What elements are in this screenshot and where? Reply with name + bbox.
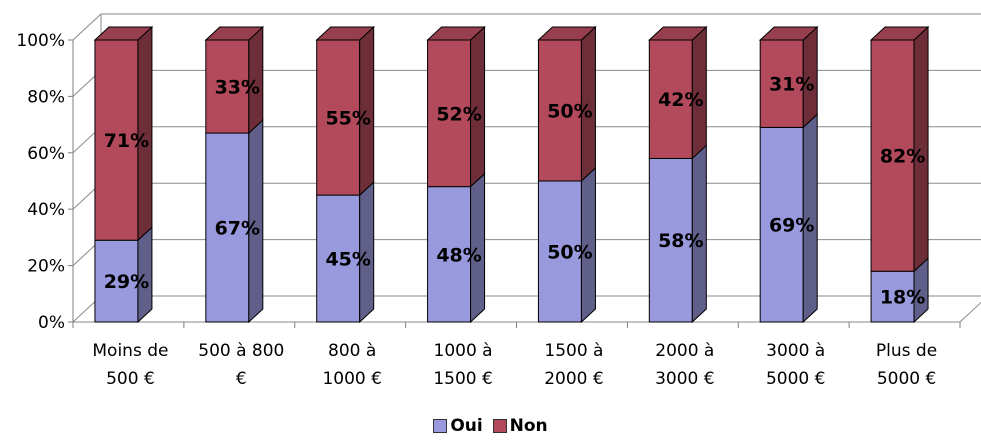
x-tick-label: 1000 € [322, 369, 381, 389]
legend-item-non: Non [492, 416, 548, 436]
legend-item-oui: Oui [433, 416, 483, 436]
data-label: 33% [215, 77, 260, 99]
bar-oui [205, 132, 250, 323]
data-label: 71% [104, 130, 149, 152]
data-label: 45% [325, 249, 370, 271]
bar-top-non [648, 26, 708, 41]
data-label: 18% [880, 287, 925, 309]
x-tick-label: 1500 € [433, 369, 492, 389]
gridline-wall [72, 13, 102, 41]
data-label: 48% [436, 244, 481, 266]
bar-top-non [537, 26, 597, 41]
bar-non [94, 39, 139, 241]
x-tick-label: 5000 € [877, 369, 936, 389]
bar-oui [316, 194, 361, 323]
legend: Oui Non [0, 416, 981, 438]
y-tick-label: 40% [27, 200, 65, 220]
bar-top-non [315, 26, 375, 41]
x-tick-label: 2000 à [655, 341, 714, 361]
x-tick-label: 500 à 800 [198, 341, 284, 361]
x-tick-label: 2000 € [544, 369, 603, 389]
data-label: 69% [769, 215, 814, 237]
bar-non [759, 39, 804, 128]
data-label: 42% [658, 89, 703, 111]
bar-oui [427, 186, 472, 323]
legend-swatch-oui [433, 419, 448, 433]
x-tick-label: 3000 à [766, 341, 825, 361]
chart: 0% 20% 40% 60% 80% 100% 29% 71% 67% 33% 45% 55% 48% 5… [16, 13, 981, 389]
y-tick-label: 80% [27, 87, 65, 107]
x-tick-label: Moins de [92, 341, 168, 361]
data-label: 67% [215, 218, 260, 240]
data-label: 29% [104, 271, 149, 293]
data-label: 50% [547, 242, 592, 264]
x-tick-label: 1000 à [434, 341, 493, 361]
data-label: 52% [436, 103, 481, 125]
y-tick-label: 100% [16, 31, 65, 51]
data-label: 50% [547, 101, 592, 123]
data-label: 82% [880, 146, 925, 168]
data-label: 55% [325, 108, 370, 130]
bar-top-non [93, 26, 154, 41]
bar-non [316, 39, 361, 196]
bar-top-non [426, 26, 486, 41]
x-tick-label: € [236, 369, 247, 389]
bar-non [427, 39, 472, 188]
legend-label-non: Non [509, 416, 548, 436]
legend-label-oui: Oui [450, 416, 483, 436]
y-tick-label: 0% [38, 313, 65, 333]
x-tick-label: 800 à [328, 341, 376, 361]
bar-oui [537, 180, 582, 323]
x-tick-label: Plus de [876, 341, 937, 361]
floor-edge [959, 301, 981, 323]
x-tick-label: 3000 € [655, 369, 714, 389]
data-label: 58% [658, 230, 703, 252]
bar-top-non [758, 26, 819, 41]
bar-oui [648, 157, 693, 323]
y-tick-label: 20% [27, 257, 65, 277]
x-tick-label: 500 € [106, 369, 155, 389]
bar-top-non [204, 26, 265, 41]
bar-non [537, 39, 582, 182]
data-label: 31% [769, 74, 814, 96]
bar-top-non [869, 26, 930, 41]
y-tick-label: 60% [27, 144, 65, 164]
x-tick-label: 5000 € [766, 369, 825, 389]
legend-swatch-non [492, 419, 507, 433]
x-tick-label: 1500 à [544, 341, 603, 361]
